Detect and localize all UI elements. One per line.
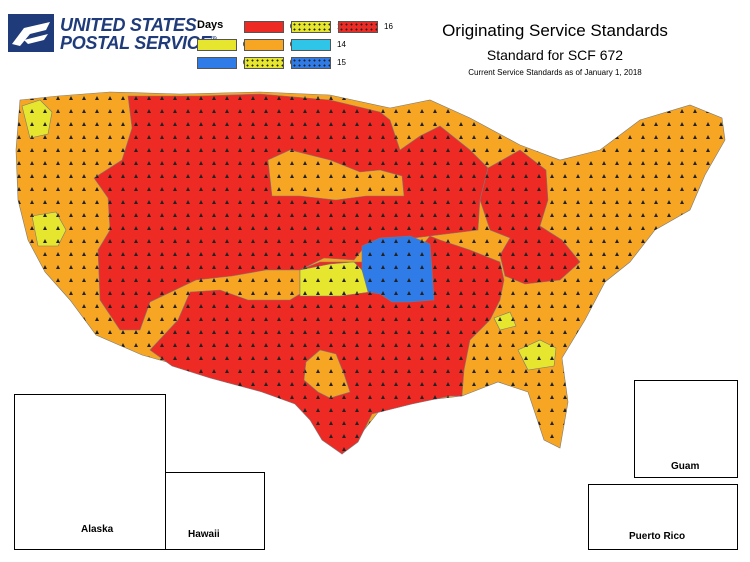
- legend-label-15: 15: [337, 58, 346, 67]
- legend-swatch-03: [197, 39, 237, 51]
- logo-line-1: UNITED STATES: [60, 15, 197, 35]
- legend-swatch-07: [244, 39, 284, 51]
- region-orange-texas-markers: [304, 350, 350, 398]
- legend-swatch-15: [291, 57, 331, 69]
- eagle-icon: [8, 14, 54, 52]
- region-yellow-virginia-markers: [494, 312, 516, 330]
- guam-label: Guam: [671, 461, 700, 472]
- region-yellow-california-markers: [32, 212, 66, 246]
- hawaii-label: Hawaii: [188, 529, 220, 540]
- title-block: Originating Service Standards Standard f…: [410, 20, 700, 77]
- region-yellow-kansas-markers: [300, 262, 370, 296]
- guam-inset: Guam: [634, 380, 738, 478]
- puerto-rico-inset: Puerto Rico: [588, 484, 738, 550]
- page-title: Originating Service Standards: [442, 21, 668, 40]
- alaska-label: Alaska: [81, 524, 114, 535]
- legend-item-15: 15: [291, 55, 361, 71]
- alaska-inset: Alaska: [14, 394, 166, 550]
- page-subtitle: Standard for SCF 672: [486, 47, 624, 63]
- legend-title: Days: [197, 19, 224, 31]
- usps-logo: UNITED STATES POSTAL SERVICE®: [8, 14, 217, 54]
- legend-swatch-08: [244, 57, 284, 69]
- logo-line-2-text: POSTAL SERVICE: [60, 33, 212, 53]
- legend-label-14: 14: [337, 40, 346, 49]
- legend-item-16: 16: [338, 19, 408, 35]
- legend-swatch-05: [197, 57, 237, 69]
- legend-item-14: 14: [291, 37, 361, 53]
- puerto-rico-label: Puerto Rico: [629, 531, 686, 542]
- region-blue-origin-markers: [362, 236, 434, 302]
- region-orange-north-markers: [268, 150, 404, 200]
- legend-swatch-16: [338, 21, 378, 33]
- standards-date-note: Current Service Standards as of January …: [468, 68, 642, 77]
- hawaii-inset: Hawaii: [165, 472, 265, 550]
- region-yellow-georgia-markers: [518, 340, 556, 370]
- legend-swatch-13: [291, 21, 331, 33]
- region-red-east-markers: [480, 150, 580, 284]
- legend-label-16: 16: [384, 22, 393, 31]
- legend-swatch-06: [244, 21, 284, 33]
- legend-swatch-14: [291, 39, 331, 51]
- region-yellow-washington-markers: [22, 100, 52, 138]
